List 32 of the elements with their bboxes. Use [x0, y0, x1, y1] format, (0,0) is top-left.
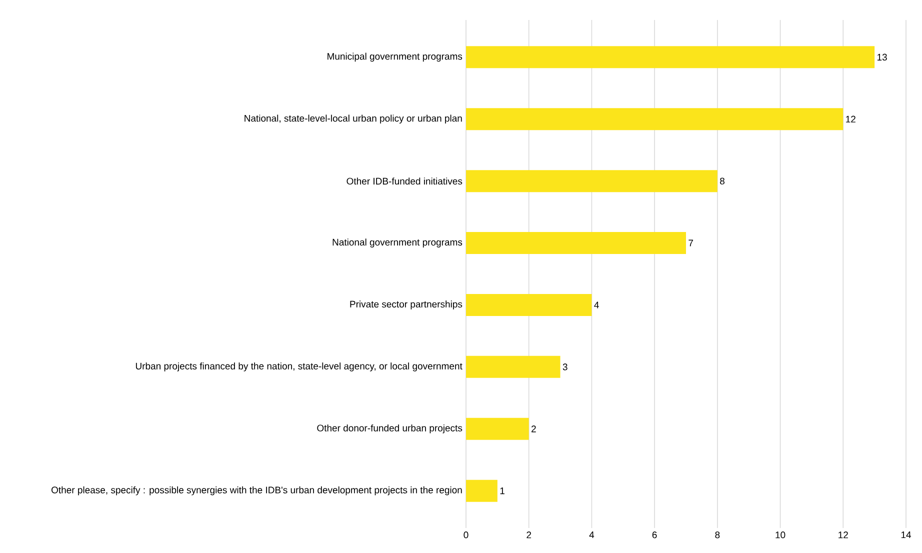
data-label: 8: [720, 178, 724, 184]
bar: [466, 232, 686, 254]
x-tick-label: 14: [901, 532, 911, 538]
bar: [466, 480, 498, 502]
x-tick-label: 8: [715, 532, 720, 538]
data-label: 3: [562, 364, 568, 370]
x-tick-label: 12: [838, 532, 848, 538]
bar: [466, 294, 592, 316]
y-tick-label: Other donor-funded urban projects: [317, 424, 462, 434]
bar: [466, 356, 560, 378]
bar: [466, 46, 875, 68]
y-tick-label: National government programs: [332, 238, 462, 248]
data-label: 13: [877, 54, 887, 61]
y-tick-label: Municipal government programs: [328, 52, 462, 62]
x-tick-label: 4: [589, 532, 594, 538]
y-tick-label: Other please, specify : possible synergies with the IDB's urban development projects in the region: [52, 486, 462, 496]
data-label: 4: [594, 302, 599, 308]
y-tick-label: Private sector partnerships: [350, 300, 462, 310]
x-tick-label: 10: [776, 532, 786, 538]
x-tick-label: 0: [464, 532, 468, 538]
bar: [466, 170, 718, 192]
y-tick-label: Urban projects financed by the nation, state-level agency, or local government: [136, 362, 462, 372]
data-label: 1: [500, 488, 504, 494]
bar: [466, 418, 529, 440]
y-tick-label: Other IDB-funded initiatives: [346, 178, 462, 185]
y-tick-label: National, state-level-local urban policy or urban plan: [244, 114, 462, 124]
x-tick-label: 2: [526, 532, 532, 538]
data-label: 12: [846, 116, 856, 122]
x-tick-label: 6: [652, 532, 657, 538]
data-label: 2: [532, 426, 536, 432]
data-label: 7: [688, 240, 694, 246]
bar: [466, 108, 844, 130]
